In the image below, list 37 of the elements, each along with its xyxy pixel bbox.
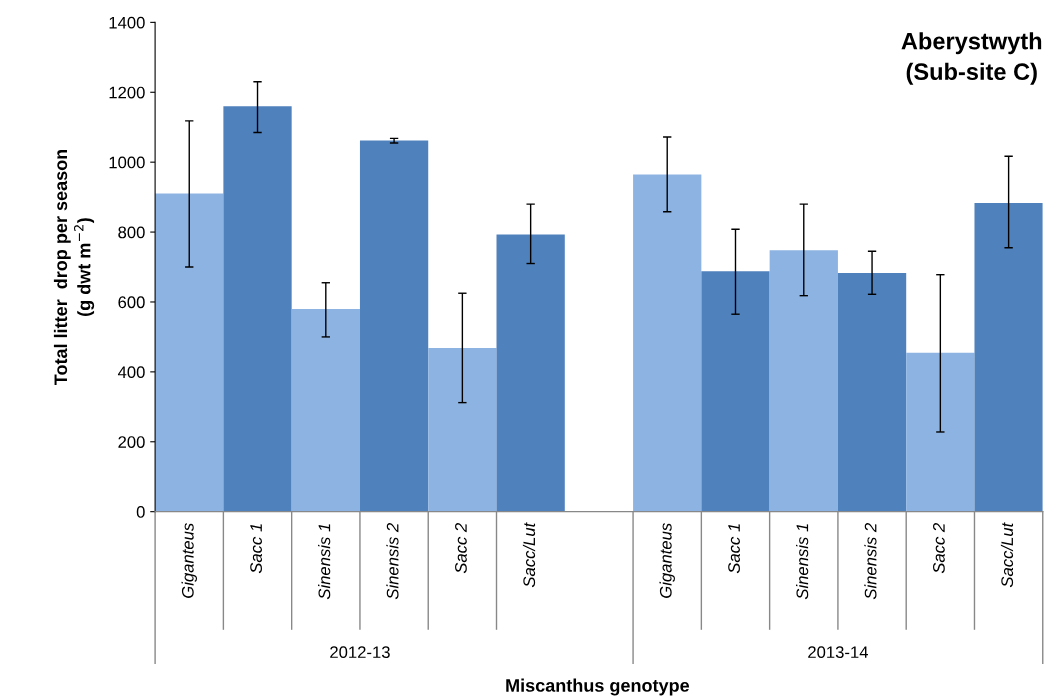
- y-tick-label: 1000: [109, 156, 145, 169]
- bar: [155, 193, 224, 512]
- x-tick-label: Sacc 2: [933, 523, 945, 574]
- y-tick-label: 600: [118, 296, 145, 309]
- text: Aberystwyth (Sub-site C): [901, 32, 1042, 85]
- bar: [223, 106, 292, 512]
- x-tick-label: Sacc 2: [455, 523, 467, 574]
- bar: [428, 348, 497, 512]
- x-tick-label: Giganteus: [659, 523, 675, 598]
- bar: [837, 272, 907, 512]
- y-axis-title: Total litter drop per season (g dwt m$^{−2}$): [53, 149, 95, 386]
- x-tick-label: Sinensis 1: [796, 524, 809, 600]
- y-tick-label: 1200: [109, 86, 145, 99]
- y-tick-label: 1400: [109, 16, 145, 29]
- x-tick-label: Sacc 1: [728, 524, 740, 574]
- bar: [974, 203, 1043, 512]
- x-tick-label: Giganteus: [181, 523, 198, 598]
- y-tick-label: 200: [118, 436, 145, 448]
- y-tick-label: 800: [118, 226, 145, 239]
- x-tick-label: Sinensis 2: [386, 523, 399, 600]
- y-tick-label: 400: [117, 366, 145, 379]
- y-tick-label: 0: [136, 506, 145, 518]
- x-tick-label: Sacc 1: [250, 524, 262, 574]
- bar: [633, 174, 702, 512]
- bar: [291, 308, 360, 512]
- x-tick-label: Sacc/Lut: [522, 522, 536, 588]
- x-tick-label: Sinensis 1: [318, 524, 331, 600]
- bar: [701, 271, 770, 512]
- bar: [496, 234, 565, 512]
- bar: [769, 250, 838, 512]
- bar: [906, 352, 975, 512]
- bar: [359, 140, 429, 512]
- x-tick-label: Sacc/Lut: [1000, 522, 1014, 588]
- x-axis-title: Miscanthus genotype: [506, 678, 690, 696]
- x-tick-label: Sinensis 2: [864, 523, 877, 600]
- text: 2012-13: [330, 646, 390, 659]
- text: 2013-14: [808, 646, 869, 659]
